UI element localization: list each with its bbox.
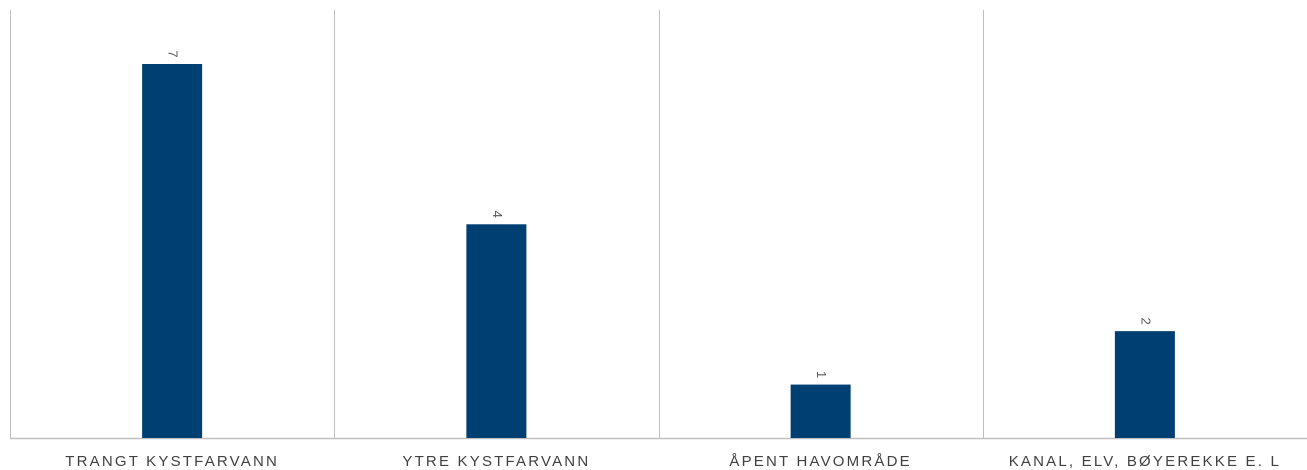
x-tick-label: YTRE KYSTFARVANN — [402, 453, 590, 470]
x-tick-label: TRANGT KYSTFARVANN — [65, 453, 279, 470]
x-tick-label: KANAL, ELV, BØYEREKKE E. L — [1009, 453, 1281, 470]
bar — [466, 224, 527, 438]
x-tick-label: ÅPENT HAVOMRÅDE — [729, 453, 911, 470]
data-label: 4 — [490, 211, 505, 218]
data-label: 7 — [166, 50, 181, 57]
bar — [790, 384, 851, 438]
data-label: 2 — [1138, 318, 1153, 325]
bar — [1114, 331, 1175, 438]
bar — [142, 64, 203, 438]
data-label: 1 — [814, 371, 829, 378]
